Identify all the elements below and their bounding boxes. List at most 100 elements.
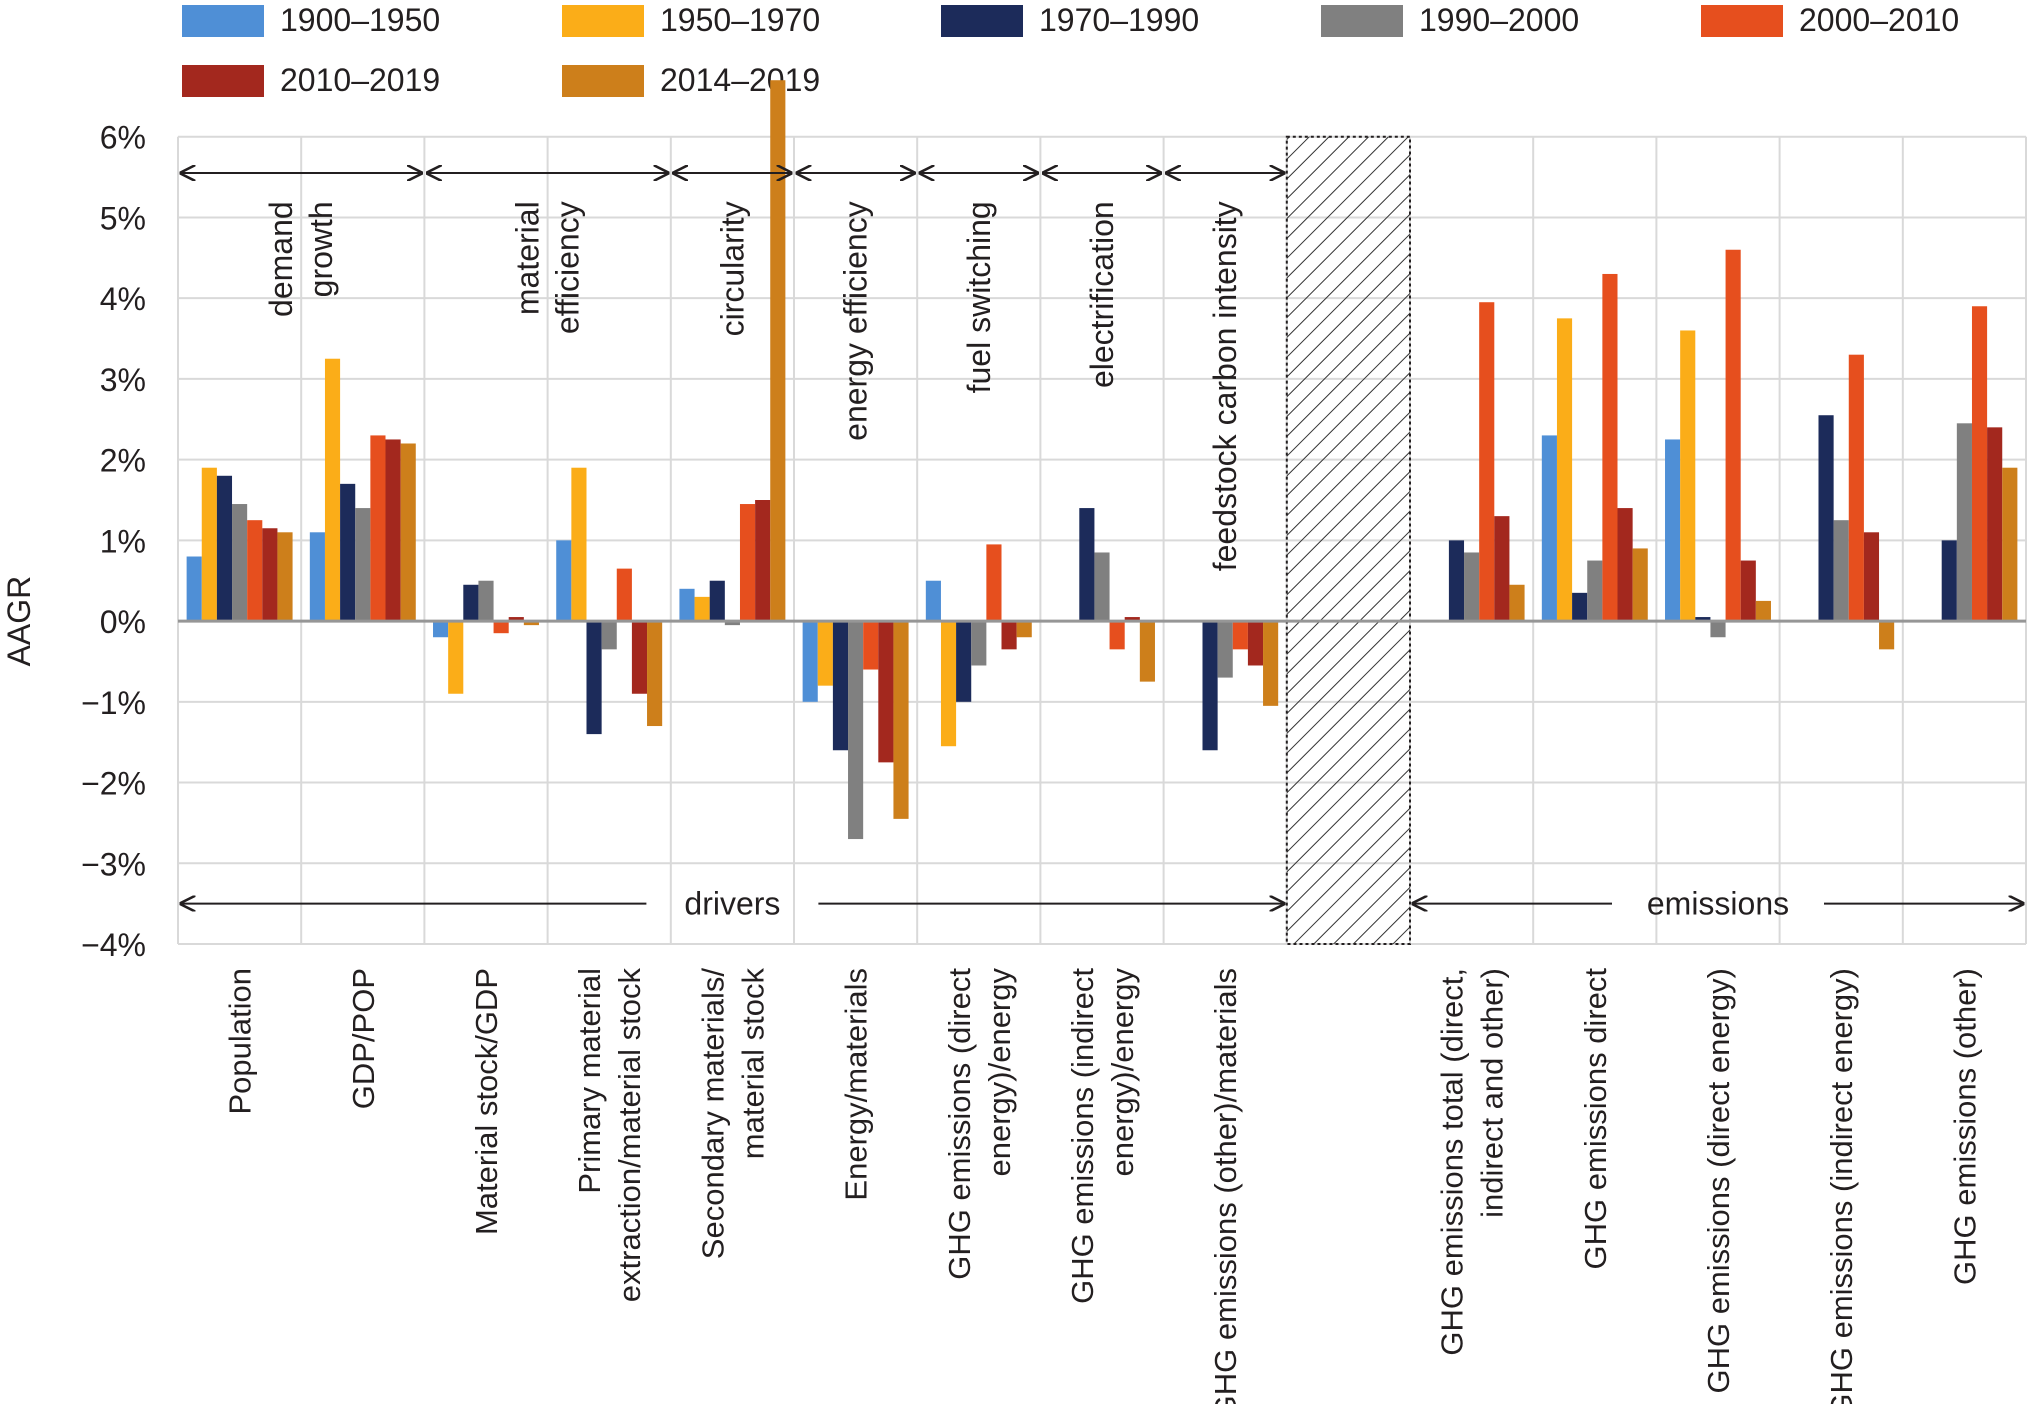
category-label: energy)/energy	[1105, 968, 1140, 1177]
category-label: indirect and other)	[1475, 968, 1510, 1218]
bar	[523, 621, 539, 626]
bar	[1710, 621, 1726, 638]
hatched-area	[1285, 135, 1412, 945]
bar	[1971, 306, 1988, 622]
category-label: Material stock/GDP	[469, 968, 504, 1235]
legend-swatch	[1701, 4, 1783, 37]
bar	[478, 580, 494, 622]
category-label: GHG emissions (indirect energy)	[1824, 968, 1859, 1404]
bar	[1602, 273, 1618, 622]
bar	[1232, 621, 1248, 650]
bar	[448, 621, 464, 694]
bar	[1079, 508, 1095, 622]
bar	[739, 504, 756, 622]
category-label: GHG emissions (other)	[1947, 968, 1982, 1285]
y-tick-label: 6%	[100, 120, 146, 156]
bar	[586, 621, 602, 735]
legend-label: 1970–1990	[1039, 2, 1200, 38]
bar	[1556, 318, 1573, 622]
group-label: electrification	[1084, 201, 1120, 388]
section-label: emissions	[1647, 886, 1789, 922]
bar	[1247, 621, 1264, 666]
bar	[1863, 532, 1880, 622]
bar	[956, 621, 972, 702]
hatched-separator	[1285, 135, 1412, 945]
legend-swatch	[562, 64, 644, 97]
group-label: demand	[263, 201, 299, 317]
bar	[1094, 552, 1110, 622]
bar	[755, 500, 771, 622]
bar	[925, 580, 941, 622]
bar	[463, 584, 479, 622]
bar	[262, 528, 278, 622]
bar	[940, 621, 957, 747]
bar	[601, 621, 617, 650]
legend-item-1900-1950: 1900–1950	[182, 2, 440, 39]
legend-label: 1990–2000	[1419, 2, 1580, 38]
bar	[631, 621, 648, 694]
bar	[1755, 600, 1771, 622]
legend-swatch	[941, 4, 1023, 37]
bar	[1509, 584, 1525, 622]
bar	[679, 588, 695, 622]
category-label: GHG emissions (direct	[942, 968, 977, 1280]
bar	[1448, 540, 1465, 622]
bar	[355, 508, 371, 622]
bar	[1879, 621, 1895, 650]
y-axis-title: AAGR	[1, 576, 37, 667]
bar	[1109, 621, 1125, 650]
axes: 6% 5% 4% 3% 2% 1% 0% −1% −2% −3% −4% AAGR	[1, 120, 2026, 963]
bar	[400, 443, 416, 622]
bar	[216, 475, 233, 622]
bar	[1494, 516, 1510, 622]
bar	[770, 80, 786, 622]
group-label: feedstock carbon intensity	[1207, 201, 1243, 571]
bar	[385, 439, 401, 622]
y-tick-label: −3%	[81, 846, 146, 882]
bar	[370, 435, 386, 622]
legend: 1900–1950 1950–1970 1970–1990 1990–2000 …	[0, 0, 2031, 110]
bar	[694, 596, 710, 622]
category-label: GDP/POP	[346, 968, 381, 1109]
category-label: GHG emissions (other)/materials	[1208, 968, 1243, 1404]
y-tick-label: 1%	[100, 523, 146, 559]
bar	[1572, 592, 1588, 622]
category-label: Energy/materials	[839, 968, 874, 1201]
bar	[1818, 415, 1834, 622]
legend-label: 2014–2019	[660, 62, 821, 98]
bar	[1680, 330, 1696, 622]
bar	[1848, 354, 1864, 622]
legend-swatch	[182, 4, 264, 37]
bar	[1479, 302, 1495, 622]
y-tick-label: 2%	[100, 443, 146, 479]
group-label: energy efficiency	[838, 201, 874, 441]
bar	[971, 621, 987, 666]
y-tick-label: 5%	[100, 200, 146, 236]
bar	[1695, 617, 1711, 622]
legend-swatch	[562, 4, 644, 37]
bar	[493, 621, 509, 634]
category-label: Population	[223, 968, 258, 1115]
legend-item-2010-2019: 2010–2019	[182, 62, 440, 99]
legend-label: 1950–1970	[660, 2, 821, 38]
bar	[1001, 621, 1017, 650]
bar	[1665, 439, 1681, 622]
category-labels: Population GDP/POP Material stock/GDP Prima…	[223, 968, 1983, 1404]
y-tick-label: 4%	[100, 281, 146, 317]
legend-item-2014-2019: 2014–2019	[562, 62, 820, 99]
group-label: fuel switching	[961, 201, 997, 393]
bar	[1632, 548, 1648, 622]
bar	[893, 621, 909, 819]
category-label: energy)/energy	[982, 968, 1017, 1177]
y-tick-label: −4%	[81, 927, 146, 963]
legend-label: 1900–1950	[280, 2, 441, 38]
bar	[1124, 617, 1140, 622]
bar	[1587, 560, 1603, 622]
category-label: GHG emissions direct	[1578, 968, 1613, 1270]
bar	[1139, 621, 1155, 682]
y-tick-label: −2%	[81, 766, 146, 802]
y-tick-label: 3%	[100, 362, 146, 398]
legend-label: 2010–2019	[280, 62, 441, 98]
bar	[556, 540, 572, 622]
